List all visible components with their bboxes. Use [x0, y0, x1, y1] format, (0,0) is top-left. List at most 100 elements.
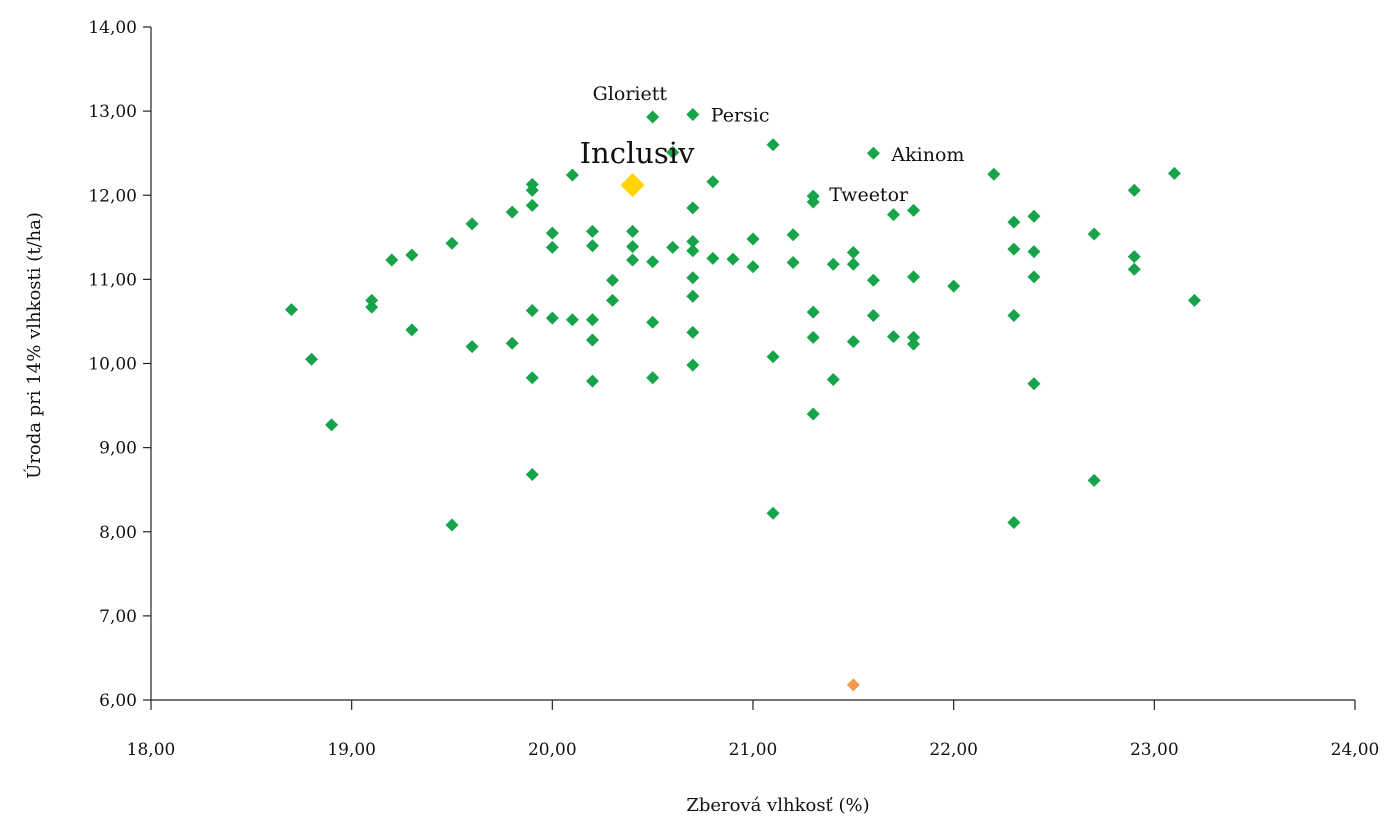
data-point	[866, 273, 880, 287]
data-point	[385, 253, 399, 267]
data-point	[405, 323, 419, 337]
data-point	[1007, 515, 1021, 529]
data-point	[886, 208, 900, 222]
data-point	[365, 300, 379, 314]
data-point	[786, 228, 800, 242]
y-tick-label: 7,00	[99, 607, 137, 627]
data-point	[1127, 262, 1141, 276]
data-point	[505, 336, 519, 350]
data-point	[525, 371, 539, 385]
data-point	[565, 168, 579, 182]
data-point	[766, 138, 780, 152]
y-tick-label: 12,00	[88, 186, 137, 206]
data-point	[806, 305, 820, 319]
data-point	[284, 303, 298, 317]
data-point	[1167, 166, 1181, 180]
data-point	[706, 251, 720, 265]
data-point	[806, 407, 820, 421]
data-point	[1027, 245, 1041, 259]
point-label: Tweetor	[829, 184, 909, 206]
axes: 6,00 7,00 8,00 9,00 10,00 11,00 12,00 13,00 14,0…	[88, 18, 1379, 760]
data-point	[947, 279, 961, 293]
data-point	[585, 374, 599, 388]
data-point	[626, 240, 640, 254]
data-point	[686, 358, 700, 372]
data-point	[746, 260, 760, 274]
data-point	[1087, 473, 1101, 487]
data-point	[545, 240, 559, 254]
data-point	[766, 350, 780, 364]
point-label: Inclusiv	[580, 136, 695, 170]
annotations: Gloriett Persic Inclusiv Akinom Tweetor	[580, 83, 965, 206]
y-tick-label: 10,00	[88, 355, 137, 375]
data-point	[766, 506, 780, 520]
data-point	[606, 273, 620, 287]
y-tick-label: 14,00	[88, 18, 137, 38]
data-point	[826, 257, 840, 271]
data-point	[545, 311, 559, 325]
data-point	[626, 224, 640, 238]
data-point	[866, 309, 880, 323]
x-tick-label: 21,00	[729, 740, 778, 760]
data-point	[846, 245, 860, 259]
data-point	[1127, 250, 1141, 264]
data-point	[565, 313, 579, 327]
data-point	[846, 335, 860, 349]
data-point	[445, 236, 459, 250]
data-point	[545, 226, 559, 240]
data-point	[726, 252, 740, 266]
data-point	[606, 293, 620, 307]
data-point	[886, 330, 900, 344]
data-point	[585, 333, 599, 347]
data-point	[465, 217, 479, 231]
data-point	[746, 232, 760, 246]
data-point	[585, 313, 599, 327]
data-point	[465, 340, 479, 354]
data-point	[907, 203, 921, 217]
data-point	[1027, 209, 1041, 223]
data-point	[445, 518, 459, 532]
data-point	[806, 330, 820, 344]
data-point	[907, 337, 921, 351]
data-point	[686, 201, 700, 215]
data-point	[806, 195, 820, 209]
y-tick-label: 11,00	[88, 270, 137, 290]
data-point	[525, 304, 539, 318]
data-point	[525, 468, 539, 482]
point-label: Akinom	[890, 144, 964, 166]
data-point-highlight	[620, 173, 645, 198]
data-point	[826, 372, 840, 386]
data-point	[987, 167, 1001, 181]
data-point	[405, 248, 419, 262]
x-tick-label: 20,00	[528, 740, 577, 760]
x-axis-title: Zberová vlhkosť (%)	[686, 795, 869, 816]
x-tick-label: 18,00	[127, 740, 176, 760]
data-point	[525, 198, 539, 212]
data-point	[907, 330, 921, 344]
data-points	[284, 107, 1201, 692]
data-point	[706, 175, 720, 189]
data-point	[786, 256, 800, 270]
point-label: Gloriett	[593, 83, 668, 105]
data-point	[585, 224, 599, 238]
data-point	[646, 371, 660, 385]
data-point	[686, 289, 700, 303]
y-tick-label: 13,00	[88, 102, 137, 122]
point-label: Persic	[711, 104, 770, 126]
data-point	[686, 271, 700, 285]
data-point	[907, 270, 921, 284]
data-point	[846, 257, 860, 271]
data-point	[686, 235, 700, 249]
data-point	[1007, 242, 1021, 256]
y-tick-label: 9,00	[99, 439, 137, 459]
data-point	[686, 325, 700, 339]
data-point	[1007, 215, 1021, 229]
data-point	[686, 107, 700, 121]
data-point	[1007, 309, 1021, 323]
data-point	[525, 183, 539, 197]
x-tick-label: 19,00	[327, 740, 376, 760]
data-point	[505, 205, 519, 219]
y-tick-label: 6,00	[99, 691, 137, 711]
